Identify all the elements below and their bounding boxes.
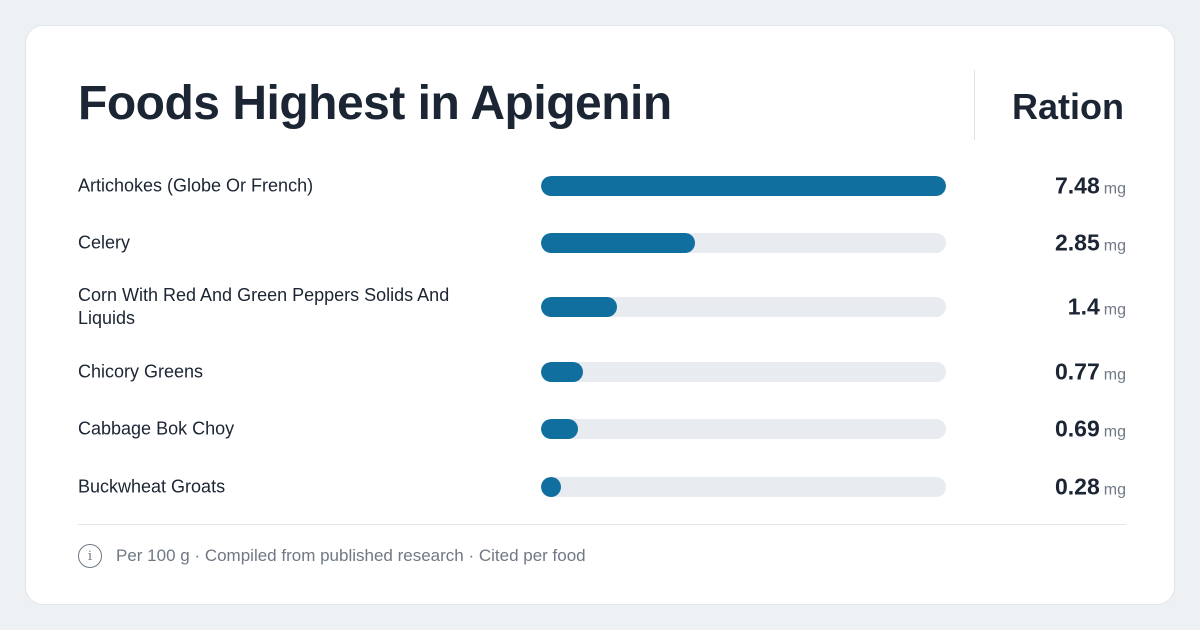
bar-track bbox=[541, 477, 946, 497]
footer: i Per 100 g · Compiled from published re… bbox=[78, 544, 586, 568]
category-label: Buckwheat Groats bbox=[78, 476, 226, 497]
footer-divider bbox=[78, 524, 1126, 525]
bar-fill bbox=[541, 233, 696, 253]
value-number: 0.28 bbox=[1055, 473, 1100, 500]
info-icon: i bbox=[78, 544, 102, 568]
value-unit: mg bbox=[1103, 180, 1126, 198]
bar-fill bbox=[541, 419, 579, 439]
category-label: Chicory Greens bbox=[78, 361, 204, 382]
chart-card: Foods Highest in Apigenin Ration Articho… bbox=[25, 25, 1175, 605]
header-divider bbox=[974, 70, 975, 140]
value-unit: mg bbox=[1103, 481, 1126, 499]
bar-track bbox=[541, 297, 946, 317]
value-label: 0.77 mg bbox=[1055, 359, 1126, 386]
category-label: Cabbage Bok Choy bbox=[78, 418, 235, 439]
bar-track bbox=[541, 176, 946, 196]
bar-fill bbox=[541, 362, 583, 382]
category-label: Celery bbox=[78, 232, 131, 253]
bar-fill bbox=[541, 477, 561, 497]
value-label: 0.28 mg bbox=[1055, 474, 1126, 501]
value-label: 2.85 mg bbox=[1055, 230, 1126, 257]
value-unit: mg bbox=[1103, 301, 1126, 319]
value-label: 1.4 mg bbox=[1068, 294, 1126, 321]
category-label: Artichokes (Globe Or French) bbox=[78, 175, 314, 196]
bar-track bbox=[541, 233, 946, 253]
value-number: 0.77 bbox=[1055, 358, 1100, 385]
bar-fill bbox=[541, 297, 617, 317]
value-label: 7.48 mg bbox=[1055, 173, 1126, 200]
bar-track bbox=[541, 362, 946, 382]
category-label: Corn With Red And Green Peppers Solids A… bbox=[78, 285, 450, 328]
bar-fill bbox=[541, 176, 946, 196]
value-number: 2.85 bbox=[1055, 229, 1100, 256]
page-title: Foods Highest in Apigenin bbox=[78, 77, 672, 130]
value-number: 1.4 bbox=[1067, 293, 1100, 320]
value-unit: mg bbox=[1103, 423, 1126, 441]
value-label: 0.69 mg bbox=[1055, 416, 1126, 443]
value-number: 7.48 bbox=[1055, 172, 1100, 199]
footer-note: Per 100 g · Compiled from published rese… bbox=[116, 546, 586, 565]
ration-header: Ration bbox=[1012, 86, 1124, 127]
value-unit: mg bbox=[1103, 366, 1126, 384]
value-number: 0.69 bbox=[1055, 415, 1100, 442]
value-unit: mg bbox=[1103, 237, 1126, 255]
bar-track bbox=[541, 419, 946, 439]
